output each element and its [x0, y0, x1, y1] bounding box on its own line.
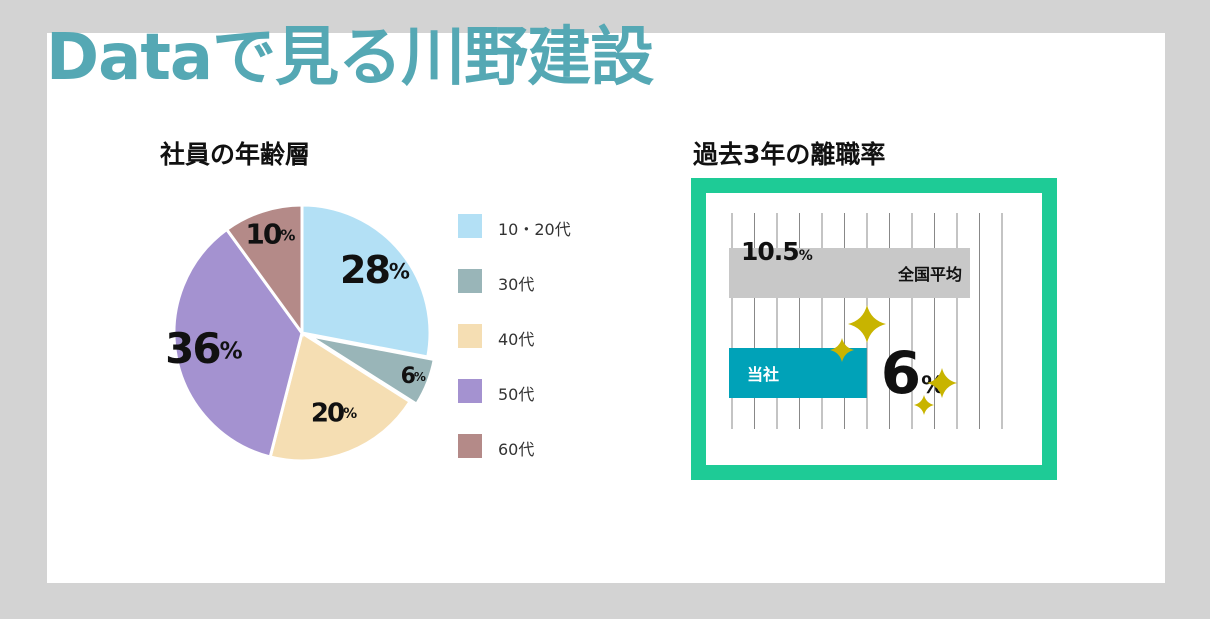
legend-swatch: [458, 379, 482, 403]
pie-slice: [172, 227, 304, 459]
national-average-label: 全国平均: [897, 265, 962, 284]
sparkle-icon: [927, 368, 957, 398]
legend-swatch: [458, 434, 482, 458]
sparkle-icon: [848, 305, 886, 343]
turnover-chart-title: 過去3年の離職率: [693, 140, 886, 169]
company-value: 6%: [881, 339, 945, 407]
legend-label: 40代: [498, 330, 535, 349]
legend-label: 50代: [498, 385, 535, 404]
legend-swatch: [458, 269, 482, 293]
pie-slice: [307, 334, 436, 407]
legend-label: 60代: [498, 440, 535, 459]
legend-label: 30代: [498, 275, 535, 294]
pie-slice: [268, 330, 413, 463]
legend-label: 10・20代: [498, 220, 571, 239]
sparkle-icon: [914, 395, 934, 415]
pie-slice: [224, 203, 304, 338]
national-average-value: 10.5%: [741, 237, 813, 266]
national-average-bar: [729, 248, 970, 298]
age-chart-title: 社員の年齢層: [160, 140, 311, 169]
company-label: 当社: [747, 365, 779, 384]
page-title: Dataで見る川野建設: [46, 21, 654, 95]
sparkle-icon: [830, 338, 854, 362]
pie-slice-label: 28%: [340, 248, 410, 292]
pie-slice: [300, 203, 432, 359]
age-pie-chart: 28%6%20%36%10%: [165, 203, 436, 463]
legend-swatch: [458, 324, 482, 348]
legend-swatch: [458, 214, 482, 238]
